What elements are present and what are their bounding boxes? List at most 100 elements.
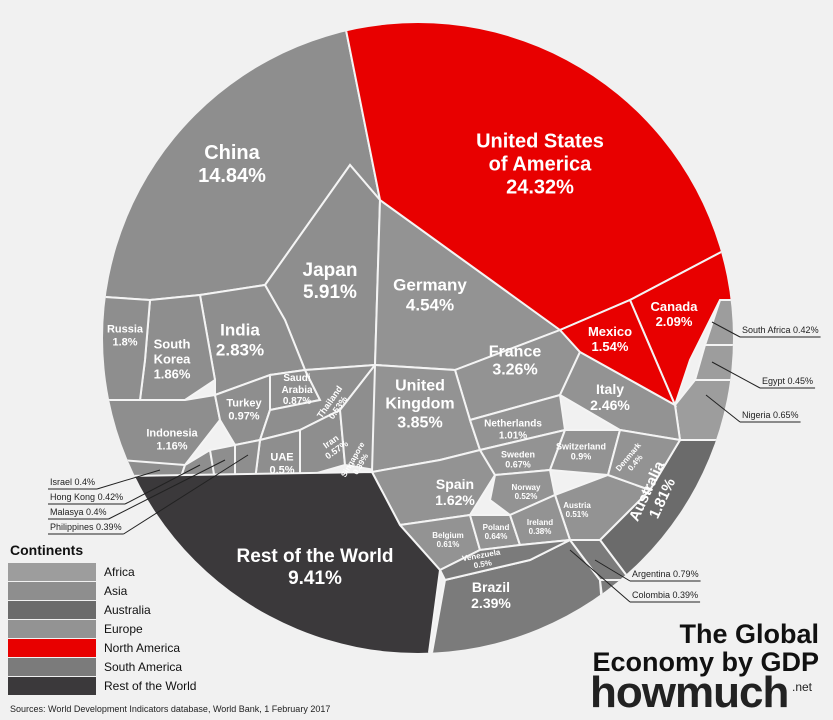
- leader-line: [711, 361, 761, 389]
- value-label: 0.97%: [228, 410, 260, 422]
- cell-label: Mexico 1.54%: [587, 324, 633, 355]
- legend-label: Asia: [104, 584, 128, 598]
- value-label: 2.09%: [655, 314, 693, 329]
- external-labels: South Africa 0.42% Egypt 0.45% Nigeria 0.6…: [48, 321, 821, 603]
- cell-label: Indonesia 1.16%: [146, 427, 197, 452]
- value-label: 0.51%: [565, 510, 589, 519]
- cell-label: Turkey 0.97%: [226, 397, 261, 422]
- country-name: Ireland: [526, 517, 554, 527]
- value-label: 5.91%: [303, 282, 357, 303]
- cell-label: Norway 0.52%: [512, 483, 541, 501]
- country-name: Norway: [511, 482, 541, 492]
- cell-label: Canada 2.09%: [650, 299, 698, 330]
- chart-title: The Global Economy by GDP: [592, 619, 819, 678]
- country-name: Mexico: [587, 324, 633, 340]
- legend-title: Continents: [10, 542, 84, 558]
- country-name: Argentina: [632, 569, 671, 579]
- cell: [103, 288, 152, 401]
- value-label: 0.4%: [75, 477, 96, 487]
- value-label: 1.62%: [435, 492, 475, 508]
- leader-line: [594, 559, 631, 582]
- legend-swatch: [8, 601, 96, 619]
- value-label: 0.4%: [86, 507, 107, 517]
- value-label: 14.84%: [198, 165, 266, 187]
- value-label: 0.5%: [269, 464, 295, 476]
- external-label: Israel 0.4%: [50, 477, 95, 487]
- country-name: Egypt: [762, 376, 786, 386]
- country-name: Rest of the World: [236, 546, 394, 568]
- external-label: South Africa 0.42%: [742, 325, 819, 335]
- external-label: Hong Kong 0.42%: [50, 492, 123, 502]
- cell-label: South Korea 1.86%: [153, 336, 191, 383]
- value-label: 0.38%: [528, 527, 552, 536]
- country-name: Spain: [435, 475, 475, 492]
- legend-swatch: [8, 639, 96, 657]
- country-name: Indonesia: [146, 427, 198, 440]
- cell-label: Belgium 0.61%: [432, 531, 464, 549]
- external-label: Egypt 0.45%: [762, 376, 813, 386]
- leader-line: [124, 464, 201, 505]
- value-label: 0.52%: [514, 492, 538, 501]
- legend-label: Europe: [104, 622, 143, 636]
- country-name: Netherlands: [484, 418, 542, 430]
- country-name: Malasya: [50, 507, 84, 517]
- legend-label: Africa: [104, 565, 135, 579]
- value-label: 0.42%: [793, 325, 819, 335]
- leader-line: [96, 469, 161, 490]
- country-name: Switzerland: [555, 441, 607, 452]
- country-name: Sweden: [500, 449, 536, 460]
- value-label: 1.16%: [156, 440, 188, 452]
- country-name: Japan: [302, 260, 358, 282]
- leader-line: [711, 321, 741, 338]
- country-name: China: [204, 142, 260, 164]
- country-name: Italy: [595, 380, 625, 397]
- cell-label: United States of America 24.32%: [476, 131, 604, 200]
- legend-swatch: [8, 677, 96, 695]
- cell-label: Rest of the World 9.41%: [237, 546, 394, 590]
- country-name: Nigeria: [742, 410, 771, 420]
- value-label: 0.45%: [788, 376, 814, 386]
- value-label: 2.39%: [471, 595, 511, 611]
- cell: [558, 298, 678, 408]
- cell-label: Brazil 2.39%: [471, 579, 511, 611]
- country-name: Russia: [106, 323, 144, 336]
- value-label: 9.41%: [288, 568, 342, 589]
- value-label: 1.8%: [112, 336, 138, 348]
- country-name: Philippines: [50, 522, 94, 532]
- country-name: South Korea: [153, 336, 191, 367]
- country-name: Canada: [650, 299, 698, 315]
- cell-label: Switzerland 0.9%: [556, 442, 606, 463]
- value-label: 0.42%: [98, 492, 124, 502]
- country-name: Saudi Arabia: [281, 372, 313, 396]
- cell-label: Saudi Arabia 0.87%: [281, 373, 312, 408]
- value-label: 0.39%: [673, 590, 699, 600]
- external-label: Colombia 0.39%: [632, 590, 698, 600]
- legend-swatch: [8, 620, 96, 638]
- value-label: 1.54%: [591, 339, 629, 354]
- cell-label: India 2.83%: [216, 320, 264, 359]
- country-name: United Kingdom: [385, 377, 455, 413]
- cell-label: UAE 0.5%: [269, 451, 294, 476]
- legend-label: Australia: [104, 603, 151, 617]
- cell: [693, 344, 733, 381]
- cell-label: Russia 1.8%: [107, 323, 143, 348]
- value-label: 4.54%: [405, 295, 455, 314]
- country-name: Turkey: [226, 397, 262, 410]
- value-label: 0.61%: [436, 540, 460, 549]
- legend-swatch: [8, 563, 96, 581]
- cell: [606, 428, 682, 492]
- value-label: 1.86%: [153, 366, 191, 382]
- leader-line: [705, 394, 741, 423]
- country-name: Hong Kong: [50, 492, 95, 502]
- value-label: 0.87%: [282, 395, 312, 407]
- cell-label: Japan 5.91%: [303, 260, 358, 304]
- legend-swatch: [8, 658, 96, 676]
- external-label: Malasya 0.4%: [50, 507, 107, 517]
- value-label: 0.9%: [570, 452, 592, 462]
- country-name: UAE: [270, 451, 294, 464]
- value-label: 3.26%: [492, 362, 538, 379]
- country-name: Belgium: [432, 530, 464, 540]
- cell-label: United Kingdom 3.85%: [385, 377, 454, 432]
